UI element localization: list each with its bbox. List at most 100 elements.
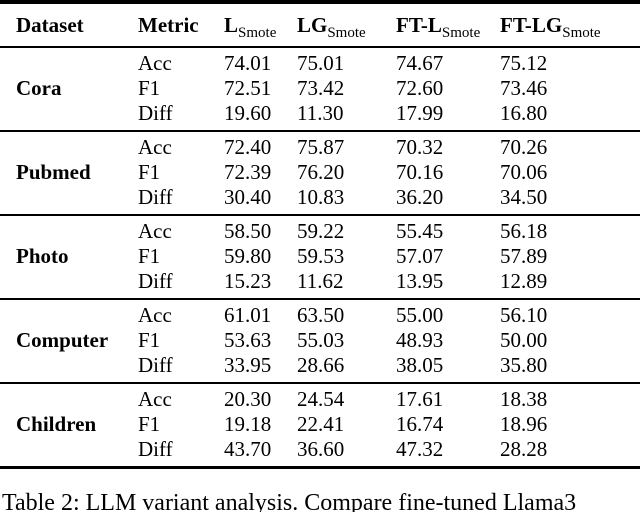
value-cell: 55.00 (396, 303, 444, 327)
col-header-l-smote: LSmote (224, 12, 297, 41)
value-cell: 72.51 (224, 76, 272, 100)
value-cell: 19.18 (224, 412, 272, 436)
value-cell: 36.20 (396, 185, 444, 209)
value-cell: 20.30 (224, 387, 272, 411)
value-cell: 17.61 (396, 387, 444, 411)
value-cell: 28.28 (500, 437, 548, 461)
value-cell: 36.60 (297, 437, 345, 461)
metric-label: Acc (138, 387, 172, 411)
dataset-group-computer: Computer Acc 61.01 63.50 55.00 56.10 F1 53.63 55… (0, 300, 640, 382)
value-cell: 59.53 (297, 244, 345, 268)
value-cell: 74.01 (224, 51, 272, 75)
value-cell: 73.42 (297, 76, 345, 100)
dataset-group-photo: Photo Acc 58.50 59.22 55.45 56.18 F1 59.80 59.53… (0, 216, 640, 298)
dataset-group-cora: Cora Acc 74.01 75.01 74.67 75.12 F1 72.51 73.42 7… (0, 48, 640, 130)
dataset-group-pubmed: Pubmed Acc 72.40 75.87 70.32 70.26 F1 72.39 76.2… (0, 132, 640, 214)
col-header-lg-smote-sub: Smote (327, 24, 366, 41)
group-divider-rule (0, 382, 640, 384)
col-header-ft-lg-smote-main: FT-LG (500, 12, 563, 37)
value-cell: 70.06 (500, 160, 548, 184)
table-bottom-rule (0, 466, 640, 469)
value-cell: 57.89 (500, 244, 548, 268)
value-cell: 35.80 (500, 353, 548, 377)
col-header-l-smote-main: L (224, 12, 239, 37)
value-cell: 15.23 (224, 269, 272, 293)
value-cell: 18.96 (500, 412, 548, 436)
value-cell: 33.95 (224, 353, 272, 377)
value-cell: 53.63 (224, 328, 272, 352)
metric-label: Diff (138, 101, 173, 125)
value-cell: 59.22 (297, 219, 345, 243)
value-cell: 55.45 (396, 219, 444, 243)
value-cell: 72.40 (224, 135, 272, 159)
col-header-metric: Metric (138, 12, 199, 37)
value-cell: 56.18 (500, 219, 548, 243)
metric-label: F1 (138, 328, 161, 352)
value-cell: 72.60 (396, 76, 444, 100)
value-cell: 75.87 (297, 135, 345, 159)
value-cell: 47.32 (396, 437, 444, 461)
value-cell: 70.32 (396, 135, 444, 159)
value-cell: 18.38 (500, 387, 548, 411)
value-cell: 38.05 (396, 353, 444, 377)
value-cell: 43.70 (224, 437, 272, 461)
table-body: Cora Acc 74.01 75.01 74.67 75.12 F1 72.51 73.42 7… (0, 48, 640, 466)
value-cell: 73.46 (500, 76, 548, 100)
metric-label: Acc (138, 51, 172, 75)
metric-label: F1 (138, 244, 161, 268)
metric-label: Acc (138, 135, 172, 159)
dataset-name: Children (16, 412, 97, 436)
value-cell: 57.07 (396, 244, 444, 268)
value-cell: 10.83 (297, 185, 345, 209)
group-divider-rule (0, 298, 640, 300)
value-cell: 55.03 (297, 328, 345, 352)
metric-label: Diff (138, 185, 173, 209)
value-cell: 63.50 (297, 303, 345, 327)
col-header-ft-lg-smote: FT-LGSmote (500, 12, 640, 41)
value-cell: 22.41 (297, 412, 345, 436)
value-cell: 58.50 (224, 219, 272, 243)
table-top-rule (0, 0, 640, 4)
dataset-name: Cora (16, 76, 62, 100)
value-cell: 30.40 (224, 185, 272, 209)
value-cell: 11.30 (297, 101, 344, 125)
value-cell: 70.26 (500, 135, 548, 159)
value-cell: 61.01 (224, 303, 272, 327)
col-header-lg-smote-main: LG (297, 12, 328, 37)
dataset-name: Photo (16, 244, 69, 268)
group-divider-rule (0, 130, 640, 132)
value-cell: 75.01 (297, 51, 345, 75)
metric-label: Acc (138, 303, 172, 327)
col-header-ft-l-smote-sub: Smote (441, 24, 481, 41)
value-cell: 13.95 (396, 269, 444, 293)
value-cell: 76.20 (297, 160, 345, 184)
col-header-ft-l-smote-main: FT-L (396, 12, 442, 37)
value-cell: 50.00 (500, 328, 548, 352)
value-cell: 70.16 (396, 160, 444, 184)
col-header-ft-l-smote: FT-LSmote (396, 12, 500, 41)
value-cell: 72.39 (224, 160, 272, 184)
value-cell: 17.99 (396, 101, 444, 125)
metric-label: F1 (138, 76, 161, 100)
metric-label: Diff (138, 437, 173, 461)
value-cell: 16.80 (500, 101, 548, 125)
metric-label: Acc (138, 219, 172, 243)
value-cell: 75.12 (500, 51, 548, 75)
value-cell: 19.60 (224, 101, 272, 125)
metric-label: F1 (138, 412, 161, 436)
table-header-row: Dataset Metric LSmote LGSmote FT-LSmote … (0, 4, 640, 46)
dataset-name: Computer (16, 328, 109, 352)
header-divider-rule (0, 46, 640, 48)
group-divider-rule (0, 214, 640, 216)
value-cell: 48.93 (396, 328, 444, 352)
metric-label: Diff (138, 353, 173, 377)
value-cell: 16.74 (396, 412, 444, 436)
value-cell: 11.62 (297, 269, 344, 293)
col-header-lg-smote: LGSmote (297, 12, 396, 41)
value-cell: 28.66 (297, 353, 345, 377)
table-caption: Table 2: LLM variant analysis. Compare f… (2, 490, 577, 512)
dataset-group-children: Children Acc 20.30 24.54 17.61 18.38 F1 19.18 22… (0, 384, 640, 466)
value-cell: 74.67 (396, 51, 444, 75)
value-cell: 34.50 (500, 185, 548, 209)
dataset-name: Pubmed (16, 160, 91, 184)
